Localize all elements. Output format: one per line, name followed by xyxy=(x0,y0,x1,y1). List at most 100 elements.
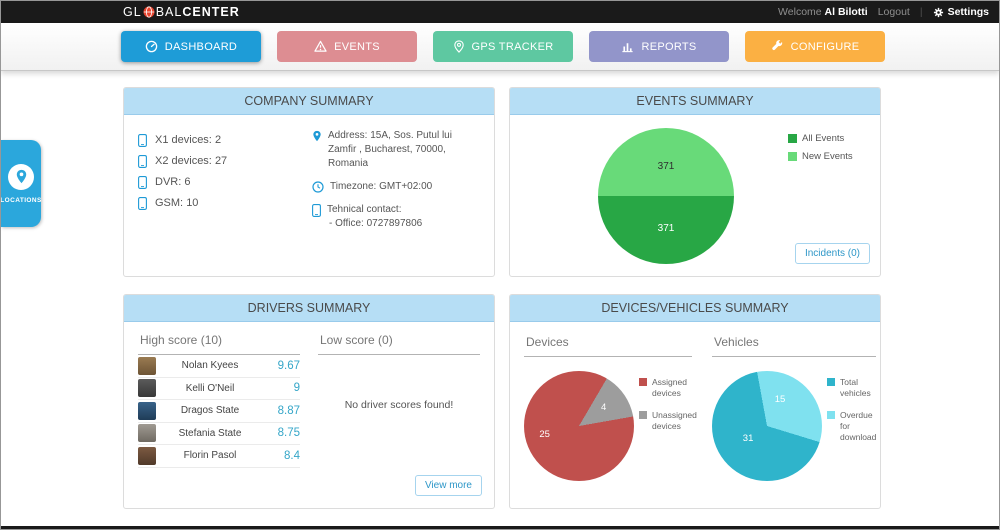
brand-text-center: CENTER xyxy=(182,5,240,19)
pie-value-total: 31 xyxy=(742,432,754,444)
dashboard-icon xyxy=(145,40,158,53)
contact-phone-icon xyxy=(312,204,321,231)
settings-label: Settings xyxy=(947,6,989,18)
page-bottom-border xyxy=(1,526,999,529)
legend-item-assigned-devices[interactable]: Assigned devices xyxy=(639,377,697,398)
driver-name: Florin Pasol xyxy=(183,450,237,462)
legend-swatch xyxy=(639,411,647,420)
events-summary-title: EVENTS SUMMARY xyxy=(510,88,880,115)
clock-icon xyxy=(312,181,324,194)
brand-text-bal: BAL xyxy=(155,5,183,19)
topbar: GL BAL CENTER Welcome Al Bilotti Logout |… xyxy=(1,1,999,23)
gear-icon xyxy=(933,7,944,18)
settings-link[interactable]: Settings xyxy=(933,6,989,18)
legend-swatch xyxy=(788,134,797,143)
driver-score: 9.67 xyxy=(277,359,300,372)
nav-reports[interactable]: REPORTS xyxy=(589,31,729,62)
legend-label: Unassigned devices xyxy=(652,410,697,431)
legend-item-new-events[interactable]: New Events xyxy=(788,151,853,162)
driver-score: 9 xyxy=(293,382,300,395)
driver-name: Dragos State xyxy=(180,405,240,417)
locations-tab-label: LOCATIONS xyxy=(0,196,42,204)
company-summary-panel: COMPANY SUMMARY X1 devices: 2 X2 devices… xyxy=(123,87,495,277)
legend-swatch xyxy=(827,411,835,420)
devices-vehicles-body: Devices 25 4 Assigned devices xyxy=(510,322,880,508)
address-value: 15A, Sos. Putul lui Zamfir , Bucharest, … xyxy=(328,130,452,169)
pie-value-new-events: 371 xyxy=(657,161,675,172)
events-pie-chart: 371 371 xyxy=(598,128,734,264)
timezone-value: GMT+02:00 xyxy=(379,181,433,192)
wrench-icon xyxy=(771,40,784,53)
dashboard-grid: COMPANY SUMMARY X1 devices: 2 X2 devices… xyxy=(123,87,881,509)
devices-legend: Assigned devices Unassigned devices xyxy=(639,377,697,481)
driver-score: 8.4 xyxy=(284,449,300,462)
driver-row[interactable]: Stefania State 8.75 xyxy=(138,423,300,445)
driver-avatar xyxy=(138,356,156,375)
map-pin-icon xyxy=(453,40,465,53)
legend-swatch xyxy=(827,378,835,386)
no-scores-message: No driver scores found! xyxy=(344,399,454,411)
devices-vehicles-title: DEVICES/VEHICLES SUMMARY xyxy=(510,295,880,322)
legend-label: New Events xyxy=(802,151,853,162)
device-count-dvr: DVR: 6 xyxy=(138,171,312,192)
incidents-button[interactable]: Incidents (0) xyxy=(794,243,870,264)
mobile-device-icon xyxy=(138,175,147,189)
company-info-column: Address: 15A, Sos. Putul lui Zamfir , Bu… xyxy=(312,129,482,240)
legend-swatch xyxy=(639,378,647,386)
pie-value-assigned: 25 xyxy=(539,429,550,441)
topbar-right: Welcome Al Bilotti Logout | Settings xyxy=(778,6,989,18)
drivers-summary-body: High score (10) Nolan Kyees 9.67 Kelli O… xyxy=(124,322,494,508)
driver-row[interactable]: Florin Pasol 8.4 xyxy=(138,445,300,468)
driver-avatar xyxy=(138,379,156,398)
topbar-separator: | xyxy=(919,6,923,18)
driver-row[interactable]: Nolan Kyees 9.67 xyxy=(138,355,300,378)
locations-tab[interactable]: LOCATIONS xyxy=(1,140,41,227)
device-count-x1: X1 devices: 2 xyxy=(138,129,312,150)
events-summary-panel: EVENTS SUMMARY 371 371 All Events New Ev… xyxy=(509,87,881,277)
view-more-button[interactable]: View more xyxy=(414,475,482,496)
driver-avatar xyxy=(138,424,156,443)
legend-item-all-events[interactable]: All Events xyxy=(788,133,853,144)
username: Al Bilotti xyxy=(824,6,868,18)
vehicles-pie-chart: 15 31 xyxy=(712,371,822,481)
contact-row: Tehnical contact: - Office: 0727897806 xyxy=(312,203,482,231)
vehicles-legend: Total vehicles Overdue for download xyxy=(827,377,876,481)
device-count-list: X1 devices: 2 X2 devices: 27 DVR: 6 GSM:… xyxy=(138,129,312,240)
driver-avatar xyxy=(138,401,156,420)
nav-label: DASHBOARD xyxy=(164,40,238,53)
high-score-header: High score (10) xyxy=(138,330,300,355)
nav-dashboard[interactable]: DASHBOARD xyxy=(121,31,261,62)
legend-item-total-vehicles[interactable]: Total vehicles xyxy=(827,377,876,398)
nav-gps-tracker[interactable]: GPS TRACKER xyxy=(433,31,573,62)
nav-events[interactable]: EVENTS xyxy=(277,31,417,62)
mobile-device-icon xyxy=(138,133,147,147)
devices-header: Devices xyxy=(524,332,692,357)
company-summary-body: X1 devices: 2 X2 devices: 27 DVR: 6 GSM:… xyxy=(124,115,494,240)
vehicles-column: Vehicles 15 31 Total vehicles xyxy=(712,332,877,508)
drivers-summary-title: DRIVERS SUMMARY xyxy=(124,295,494,322)
main-nav: DASHBOARD EVENTS GPS TRACKER REPORTS CON… xyxy=(1,23,999,71)
legend-item-overdue-download[interactable]: Overdue for download xyxy=(827,410,876,442)
driver-row[interactable]: Kelli O'Neil 9 xyxy=(138,378,300,400)
contact-office: - Office: 0727897806 xyxy=(329,218,423,229)
events-summary-body: 371 371 All Events New Events Incidents … xyxy=(510,115,880,276)
driver-row[interactable]: Dragos State 8.87 xyxy=(138,400,300,423)
high-score-column: High score (10) Nolan Kyees 9.67 Kelli O… xyxy=(138,330,300,508)
legend-item-unassigned-devices[interactable]: Unassigned devices xyxy=(639,410,697,431)
logout-link[interactable]: Logout xyxy=(877,6,910,18)
pie-value-all-events: 371 xyxy=(657,223,675,234)
legend-swatch xyxy=(788,152,797,161)
address-pin-icon xyxy=(312,130,322,171)
pie-value-overdue: 15 xyxy=(774,394,786,406)
device-count-gsm: GSM: 10 xyxy=(138,192,312,213)
driver-score: 8.87 xyxy=(277,404,300,417)
devices-vehicles-panel: DEVICES/VEHICLES SUMMARY Devices 25 4 As… xyxy=(509,294,881,509)
nav-label: CONFIGURE xyxy=(790,40,860,53)
nav-configure[interactable]: CONFIGURE xyxy=(745,31,885,62)
events-legend: All Events New Events xyxy=(788,133,853,162)
driver-score: 8.75 xyxy=(277,427,300,440)
legend-label: Overdue for download xyxy=(840,410,877,442)
driver-avatar xyxy=(138,446,156,465)
brand-logo: GL BAL CENTER xyxy=(123,5,240,19)
vehicles-header: Vehicles xyxy=(712,332,877,357)
